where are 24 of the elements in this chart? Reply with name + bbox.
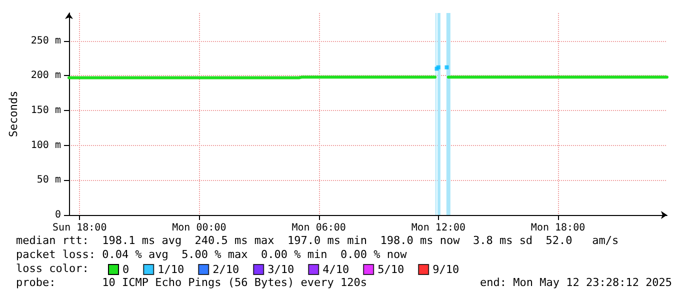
legend-label: 4/10: [322, 263, 350, 276]
x-tick-label: Mon 18:00: [530, 222, 586, 234]
y-tick-label: 200 m: [30, 70, 61, 82]
x-tick-label: Mon 00:00: [172, 222, 226, 234]
legend-label: 0: [122, 263, 130, 276]
y-tick-label: 100 m: [30, 140, 61, 151]
y-tick-label: 50 m: [36, 174, 61, 186]
x-tick-label: Sun 18:00: [52, 222, 107, 234]
text: packet loss: 0.04 % avg 5.00 % max 0.00 % min 0.00 % now: [16, 248, 407, 261]
y-tick-label: 150 m: [30, 105, 61, 116]
legend-label: 5/10: [378, 263, 404, 276]
text: end: Mon May 12 23:28:12 2025: [480, 276, 672, 289]
text: median rtt: 198.1 ms avg 240.5 ms max 197.0 ms min 198.0 ms now 3.8 ms sd 52.0 am/s: [16, 234, 619, 247]
legend-label: 9/10: [432, 263, 460, 276]
legend-label: 3/10: [268, 263, 294, 276]
y-tick-label: 0: [54, 210, 61, 220]
y-tick-label: 250 m: [30, 35, 61, 46]
text: probe: 10 ICMP Echo Pings (56 Bytes) every 120s: [16, 276, 367, 289]
y-axis-title: Seconds: [7, 90, 20, 138]
legend-title: loss color:: [16, 262, 89, 275]
x-tick-label: Mon 12:00: [411, 222, 466, 234]
legend-label: 2/10: [212, 263, 240, 276]
x-tick-label: Mon 06:00: [292, 222, 346, 234]
legend-label: 1/10: [158, 263, 184, 276]
